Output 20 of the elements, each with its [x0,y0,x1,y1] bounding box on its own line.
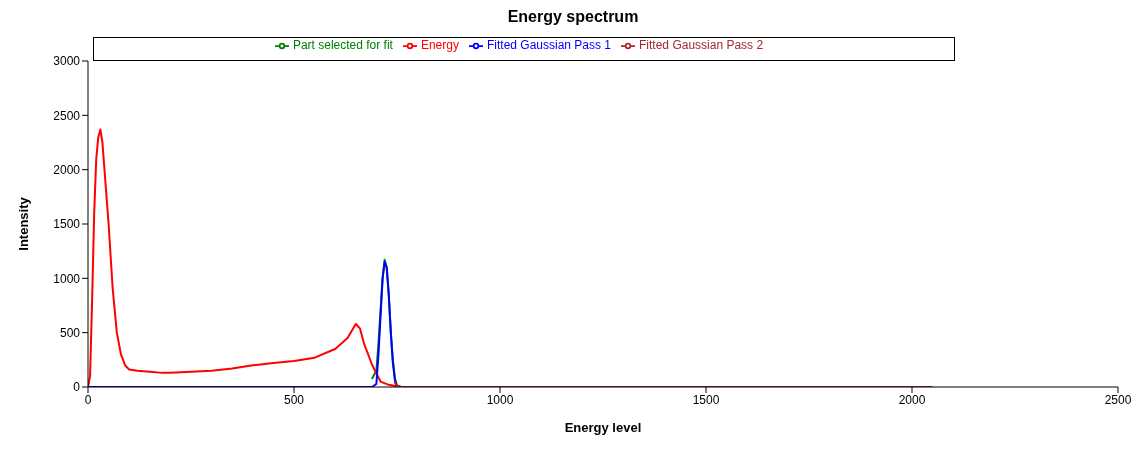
x-tick-label: 2500 [1104,392,1132,407]
y-tick-label: 500 [59,325,81,340]
x-tick-label: 0 [84,392,92,407]
y-tick-label: 0 [73,380,81,395]
legend-label: Fitted Gaussian Pass 1 [486,38,612,52]
x-tick-label: 2000 [898,392,926,407]
y-tick-label: 1000 [53,271,81,286]
legend-label: Fitted Gaussian Pass 2 [639,38,764,52]
x-tick-label: 1000 [486,392,514,407]
x-tick-label: 500 [283,392,305,407]
y-axis-title: Intensity [15,196,31,251]
x-tick-label: 1500 [692,392,720,407]
x-axis-title: Energy level [564,420,642,435]
y-tick-label: 2000 [53,162,81,177]
legend-label: Energy [420,38,459,52]
y-tick-label: 2500 [53,108,81,123]
y-tick-label: 1500 [53,217,81,232]
chart-title: Energy spectrum [506,8,640,27]
legend-label: Part selected for fit [292,38,393,52]
y-tick-label: 3000 [53,54,81,69]
